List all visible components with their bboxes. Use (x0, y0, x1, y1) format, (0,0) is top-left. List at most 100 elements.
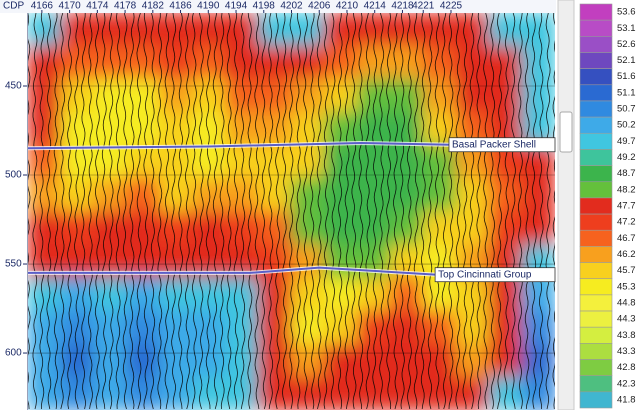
trace (171, 13, 177, 410)
trace (261, 13, 267, 410)
trace (455, 13, 461, 410)
heat-cell (291, 45, 325, 80)
colorbar-label: 43.8 (617, 330, 636, 341)
heat-cell (291, 343, 325, 378)
heat-cell (291, 310, 325, 345)
colorbar-swatch (579, 149, 613, 166)
trace (122, 13, 128, 410)
colorbar-label: 50.2 (617, 120, 636, 131)
wiggle-traces (28, 13, 555, 410)
horizon-label: Top Cincinnati Group (438, 269, 532, 280)
trace (178, 13, 184, 410)
x-tick-label: 4178 (114, 1, 137, 12)
heat-cell (28, 13, 62, 47)
y-tick-label: 600 (5, 348, 22, 359)
trace (365, 13, 371, 410)
trace (351, 13, 357, 410)
trace (393, 13, 398, 410)
trace (212, 13, 218, 410)
colorbar-swatch (579, 229, 613, 247)
colorbar-label: 49.2 (617, 152, 636, 163)
trace (358, 13, 364, 410)
trace (60, 13, 66, 410)
x-tick-label: 4214 (364, 1, 387, 12)
colorbar-swatch (579, 181, 613, 199)
colorbar-swatch (579, 213, 613, 231)
colorbar-label: 52.6 (617, 39, 636, 50)
colorbar-label: 44.3 (617, 314, 636, 325)
trace (462, 13, 468, 409)
trace (510, 13, 516, 410)
trace (386, 13, 392, 410)
heat-cell (93, 177, 128, 212)
heat-cell (60, 144, 95, 179)
scrollbar-thumb[interactable] (559, 111, 573, 153)
x-tick-label: 4166 (31, 1, 54, 12)
heat-cell (356, 310, 391, 345)
heat-cell (455, 78, 490, 113)
x-axis-label: CDP (3, 1, 24, 12)
trace (490, 13, 496, 410)
trace (129, 13, 135, 410)
colorbar-swatch (579, 262, 613, 280)
colorbar-swatch (579, 3, 613, 21)
heat-cell (323, 211, 358, 246)
trace (372, 13, 378, 410)
trace (247, 13, 253, 410)
heat-cell (28, 211, 62, 246)
heat-cell (356, 13, 391, 47)
colorbar-label: 45.7 (617, 265, 636, 276)
trace (53, 13, 59, 410)
colorbar-swatch (579, 359, 613, 376)
heat-cell (192, 376, 227, 410)
trace (184, 13, 190, 410)
heat-cell (93, 111, 128, 146)
y-tick-label: 500 (5, 170, 22, 181)
trace (427, 13, 433, 410)
heat-cell (488, 310, 523, 345)
heat-cell (389, 144, 424, 179)
heat-cell (323, 78, 358, 113)
heat-cell (258, 310, 292, 345)
colorbar-label: 44.8 (617, 297, 636, 308)
heat-cell (488, 277, 523, 312)
trace (483, 13, 489, 410)
heat-cell (192, 177, 227, 212)
trace (28, 13, 31, 410)
trace (434, 13, 440, 410)
colorbar-label: 47.2 (617, 217, 636, 228)
colorbar-swatch (579, 132, 613, 150)
x-tick-label: 4206 (308, 1, 331, 12)
heat-cell (93, 310, 128, 345)
heat-cell (126, 343, 161, 378)
trace (295, 13, 301, 410)
x-tick-label: 4225 (440, 1, 463, 12)
heat-cell (258, 13, 292, 47)
colorbar-swatch (579, 68, 613, 86)
colorbar-swatch (579, 19, 613, 37)
heat-cell (159, 111, 194, 146)
trace (441, 13, 447, 410)
heat-cell (422, 78, 457, 113)
trace (330, 13, 336, 410)
heat-cell (389, 343, 424, 378)
colorbar-swatch (579, 100, 613, 118)
x-tick-label: 4190 (197, 1, 220, 12)
x-tick-label: 4218 (391, 1, 414, 12)
trace (524, 13, 530, 410)
scrollbar-track[interactable] (557, 0, 575, 410)
heat-cell (389, 277, 424, 312)
trace (531, 13, 537, 410)
trace (136, 13, 142, 410)
colorbar-label: 53.1 (617, 23, 636, 34)
horizon-label-box (434, 267, 556, 283)
colorbar-label: 51.6 (617, 71, 636, 82)
heat-cell (323, 177, 358, 212)
heat-cell (291, 376, 325, 410)
colorbar-swatch (579, 326, 613, 344)
colorbar-swatch (579, 294, 613, 312)
trace (198, 13, 204, 410)
heat-cell (488, 376, 523, 410)
scrollbar[interactable] (557, 0, 575, 410)
